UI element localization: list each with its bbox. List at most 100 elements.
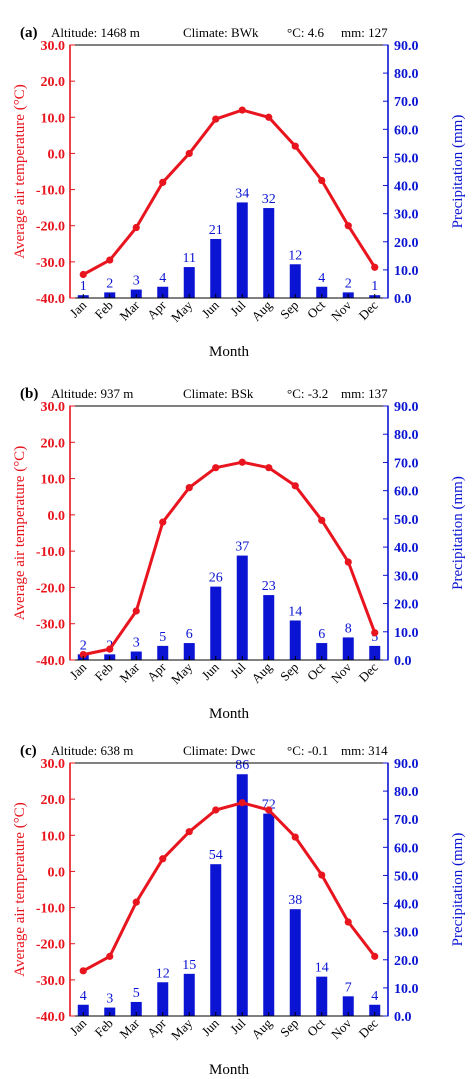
temperature-point	[238, 458, 246, 466]
temperature-point	[106, 256, 114, 264]
right-tick-label: 80.0	[394, 785, 419, 800]
left-tick-label: -40.0	[36, 1010, 65, 1025]
x-tick-label: Dec	[355, 659, 381, 685]
left-tick-label: 10.0	[41, 829, 66, 844]
precipitation-bar	[130, 651, 142, 660]
precipitation-bar-label: 2	[345, 276, 352, 291]
precipitation-bar-label: 3	[133, 274, 140, 289]
right-tick-label: 60.0	[394, 485, 419, 500]
precipitation-bar-label: 2	[80, 638, 87, 653]
precipitation-bar-label: 7	[345, 980, 352, 995]
right-tick-label: 0.0	[394, 1010, 412, 1025]
right-tick-label: 30.0	[394, 569, 419, 584]
right-tick-label: 0.0	[394, 292, 412, 307]
precipitation-bar	[263, 813, 275, 1016]
precipitation-bar	[130, 1001, 142, 1016]
right-tick-label: 90.0	[394, 400, 419, 415]
precipitation-bar	[289, 620, 301, 660]
precipitation-bar-label: 21	[209, 223, 223, 238]
right-tick-label: 80.0	[394, 67, 419, 82]
header-mean-temperature: °C: -3.2	[287, 386, 328, 401]
x-tick-label: Feb	[91, 298, 115, 322]
precipitation-bar	[236, 774, 248, 1016]
x-tick-label: May	[168, 297, 196, 325]
precipitation-bar-label: 6	[186, 627, 193, 642]
precipitation-bar	[210, 238, 222, 298]
x-axis-title: Month	[209, 1062, 250, 1078]
precipitation-bar	[289, 909, 301, 1016]
left-axis-title: Average air temperature (°C)	[12, 446, 28, 620]
plot-frame	[69, 762, 389, 1017]
x-tick-label: Apr	[144, 297, 169, 322]
chart-panel: (c) Altitude: 638 m Climate: Dwc °C: -0.1 mm…	[12, 743, 466, 1078]
x-tick-label: Aug	[248, 1015, 275, 1042]
precipitation-bar-label: 34	[235, 186, 249, 201]
x-tick-label: Jun	[198, 297, 222, 321]
x-tick-label: Apr	[144, 659, 169, 684]
left-tick-label: -40.0	[36, 654, 65, 669]
x-tick-label: Nov	[328, 659, 355, 686]
precipitation-bar	[263, 595, 275, 660]
precipitation-bar	[369, 645, 381, 660]
temperature-point	[265, 113, 273, 121]
temperature-point	[79, 967, 87, 975]
temperature-point	[185, 149, 193, 158]
header-altitude: Altitude: 638 m	[51, 743, 133, 758]
x-axis-title: Month	[209, 706, 250, 722]
precipitation-bar	[210, 864, 222, 1016]
temperature-point	[132, 223, 140, 232]
x-tick-label: Sep	[277, 660, 301, 684]
right-tick-label: 30.0	[394, 926, 419, 941]
precipitation-bar-label: 6	[318, 627, 325, 642]
precipitation-bar	[342, 637, 354, 660]
precipitation-bar-label: 5	[159, 630, 166, 645]
right-tick-label: 90.0	[394, 757, 419, 772]
header-climate: Climate: Dwc	[183, 743, 256, 758]
chart-panel: (b) Altitude: 937 m Climate: BSk °C: -3.2 mm…	[12, 386, 466, 722]
x-tick-label: Jun	[198, 1015, 222, 1039]
x-tick-label: Nov	[328, 1015, 355, 1042]
temperature-point	[344, 918, 352, 926]
right-tick-label: 20.0	[394, 954, 419, 969]
temperature-point	[132, 607, 140, 615]
header-altitude: Altitude: 937 m	[51, 386, 133, 401]
right-tick-label: 0.0	[394, 654, 412, 669]
right-tick-label: 60.0	[394, 841, 419, 856]
precipitation-bar-label: 5	[133, 986, 140, 1001]
right-axis-title: Precipitation (mm)	[450, 833, 466, 947]
right-tick-label: 10.0	[394, 264, 419, 279]
header-climate: Climate: BWk	[183, 25, 259, 40]
right-tick-label: 50.0	[394, 513, 419, 528]
temperature-line	[82, 108, 377, 276]
temperature-point	[371, 952, 379, 960]
precipitation-bar	[183, 643, 195, 660]
left-tick-label: 20.0	[41, 793, 66, 808]
right-axis-title: Precipitation (mm)	[450, 115, 466, 229]
precipitation-bar-label: 26	[209, 571, 223, 586]
precipitation-bar-label: 37	[235, 540, 249, 555]
right-tick-label: 40.0	[394, 898, 419, 913]
temperature-point	[371, 629, 379, 637]
header-mean-temperature: °C: 4.6	[287, 25, 324, 40]
temperature-point	[159, 518, 167, 526]
x-tick-label: Aug	[248, 297, 275, 324]
left-tick-label: 0.0	[48, 865, 66, 880]
precipitation-bar	[77, 1004, 89, 1016]
right-tick-label: 30.0	[394, 208, 419, 223]
left-axis-title: Average air temperature (°C)	[12, 84, 28, 258]
temperature-point	[291, 142, 299, 150]
temperature-point	[291, 833, 299, 841]
temperature-point	[185, 484, 193, 492]
right-tick-label: 20.0	[394, 598, 419, 613]
left-tick-label: 20.0	[41, 75, 66, 90]
precipitation-bar-label: 5	[371, 630, 378, 645]
temperature-point	[132, 898, 140, 906]
left-tick-label: -20.0	[36, 581, 65, 596]
x-tick-label: May	[168, 1015, 196, 1043]
temperature-point	[106, 952, 114, 960]
x-tick-label: May	[168, 659, 196, 687]
temperature-point	[344, 558, 352, 566]
x-tick-label: Dec	[355, 297, 381, 323]
precipitation-bar-label: 2	[106, 276, 113, 291]
x-tick-label: Nov	[328, 297, 355, 324]
